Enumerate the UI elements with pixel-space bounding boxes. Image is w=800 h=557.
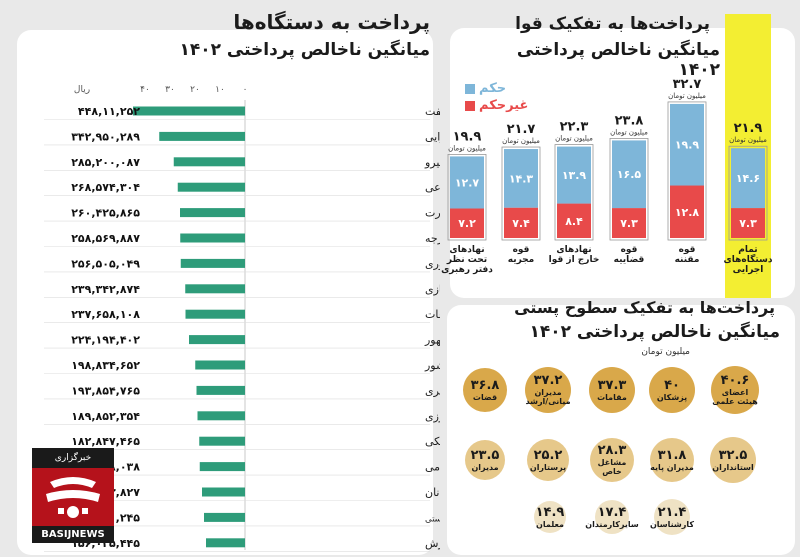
level-bubble-label: مشاغل خاص xyxy=(597,458,627,476)
legend-item-hokm: حکم xyxy=(465,80,555,97)
levels-chart-title: پرداخت‌ها به تفکیک سطوح پستی xyxy=(514,298,775,317)
legend-label-gheyr-hokm: غیرحکم xyxy=(479,98,529,113)
levels-chart-subtitle: میانگین ناخالص پرداختی ۱۴۰۲ xyxy=(529,322,780,342)
devices-chart-subtitle: میانگین ناخالص پرداختی ۱۴۰۲ xyxy=(179,40,430,60)
level-bubble: ۴۰ پزشکان xyxy=(649,367,695,413)
level-bubble: ۴۰.۶ اعضای هیئت علمی xyxy=(711,366,759,414)
level-bubble-value: ۳۷.۲ xyxy=(533,373,563,388)
logo-bottom-text: BASIJNEWS xyxy=(32,526,114,543)
level-bubble-label: مدیران پایه xyxy=(650,462,694,472)
level-bubble: ۲۳.۵ مدیران xyxy=(465,440,505,480)
level-bubble-value: ۴۰.۶ xyxy=(720,373,750,388)
powers-chart-subtitle: میانگین ناخالص پرداختی ۱۴۰۲ xyxy=(516,40,720,80)
legend-item-gheyr-hokm: غیرحکم xyxy=(465,97,555,114)
level-bubble: ۲۵.۲ پرستاران xyxy=(527,439,569,481)
level-bubble-label: پرستاران xyxy=(529,462,567,472)
legend-swatch-hokm xyxy=(465,83,475,94)
level-bubble-value: ۳۱.۸ xyxy=(657,447,687,463)
level-bubble-label: مقامات xyxy=(597,392,627,402)
level-bubble-label: استانداران xyxy=(712,462,754,472)
level-bubble-value: ۳۶.۸ xyxy=(470,377,500,393)
level-bubble-value: ۳۷.۳ xyxy=(597,377,627,393)
level-bubble-label: مدیران میانی/ارشد xyxy=(525,388,571,406)
level-bubble-label: قضات xyxy=(472,392,498,402)
level-bubble-value: ۳۲.۵ xyxy=(718,447,748,463)
level-bubble: ۱۴.۹ معلمان xyxy=(534,501,566,533)
legend-swatch-gheyr-hokm xyxy=(465,100,475,111)
level-bubble-label: معلمان xyxy=(536,519,564,529)
level-bubble-value: ۲۵.۲ xyxy=(533,447,563,463)
level-bubble-value: ۲۳.۵ xyxy=(470,447,500,463)
legend-label-hokm: حکم xyxy=(479,81,507,96)
level-bubble: ۳۷.۲ مدیران میانی/ارشد xyxy=(525,367,571,413)
levels-unit-label: میلیون تومان xyxy=(641,347,690,357)
level-bubble-value: ۱۴.۹ xyxy=(535,504,565,520)
level-bubble-label: کارشناسان xyxy=(649,519,695,529)
level-bubble-label: پزشکان xyxy=(656,392,688,402)
all-agencies-highlight xyxy=(725,14,771,298)
level-bubble: ۱۷.۴ سایرکارمندان xyxy=(585,500,639,534)
level-bubble: ۳۶.۸ قضات xyxy=(463,368,507,412)
logo-top-text: خبرگزاری xyxy=(32,448,114,468)
level-bubble-value: ۲۱.۴ xyxy=(657,504,687,520)
level-bubble-value: ۴۰ xyxy=(664,377,680,393)
level-bubble-value: ۲۸.۳ xyxy=(597,443,627,458)
level-bubble-label: اعضای هیئت علمی xyxy=(712,388,758,406)
level-bubble: ۲۱.۴ کارشناسان xyxy=(650,499,694,535)
level-bubble-label: سایرکارمندان xyxy=(585,519,639,529)
level-bubble: ۳۷.۳ مقامات xyxy=(589,367,635,413)
devices-chart-title: پرداخت به دستگاه‌ها xyxy=(233,10,430,34)
level-bubble: ۳۱.۸ مدیران پایه xyxy=(650,438,694,482)
powers-legend: حکم غیرحکم xyxy=(465,80,555,114)
basij-news-logo: خبرگزاری BASIJNEWS xyxy=(32,448,114,543)
level-bubble: ۲۸.۳ مشاغل خاص xyxy=(590,438,634,482)
level-bubble-label: مدیران xyxy=(471,462,499,472)
level-bubble: ۳۲.۵ استانداران xyxy=(710,437,756,483)
powers-chart-title: پرداخت‌ها به تفکیک قوا xyxy=(515,14,710,34)
logo-mark-icon xyxy=(32,468,114,526)
level-bubble-value: ۱۷.۴ xyxy=(597,504,627,520)
